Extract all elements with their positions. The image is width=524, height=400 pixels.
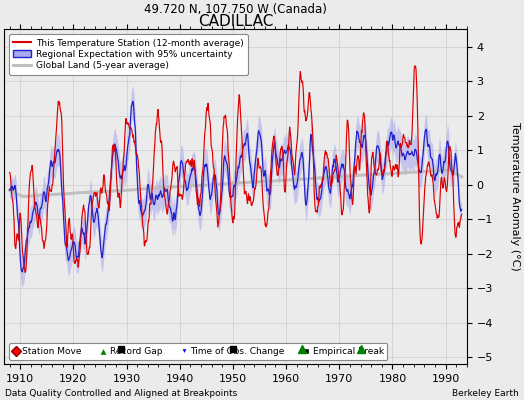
Y-axis label: Temperature Anomaly (°C): Temperature Anomaly (°C) [510,122,520,271]
Text: Data Quality Controlled and Aligned at Breakpoints: Data Quality Controlled and Aligned at B… [5,389,237,398]
Text: 49.720 N, 107.750 W (Canada): 49.720 N, 107.750 W (Canada) [144,3,327,16]
Legend: Station Move, Record Gap, Time of Obs. Change, Empirical Break: Station Move, Record Gap, Time of Obs. C… [9,343,387,360]
Title: CADILLAC: CADILLAC [198,14,274,30]
Text: Berkeley Earth: Berkeley Earth [452,389,519,398]
